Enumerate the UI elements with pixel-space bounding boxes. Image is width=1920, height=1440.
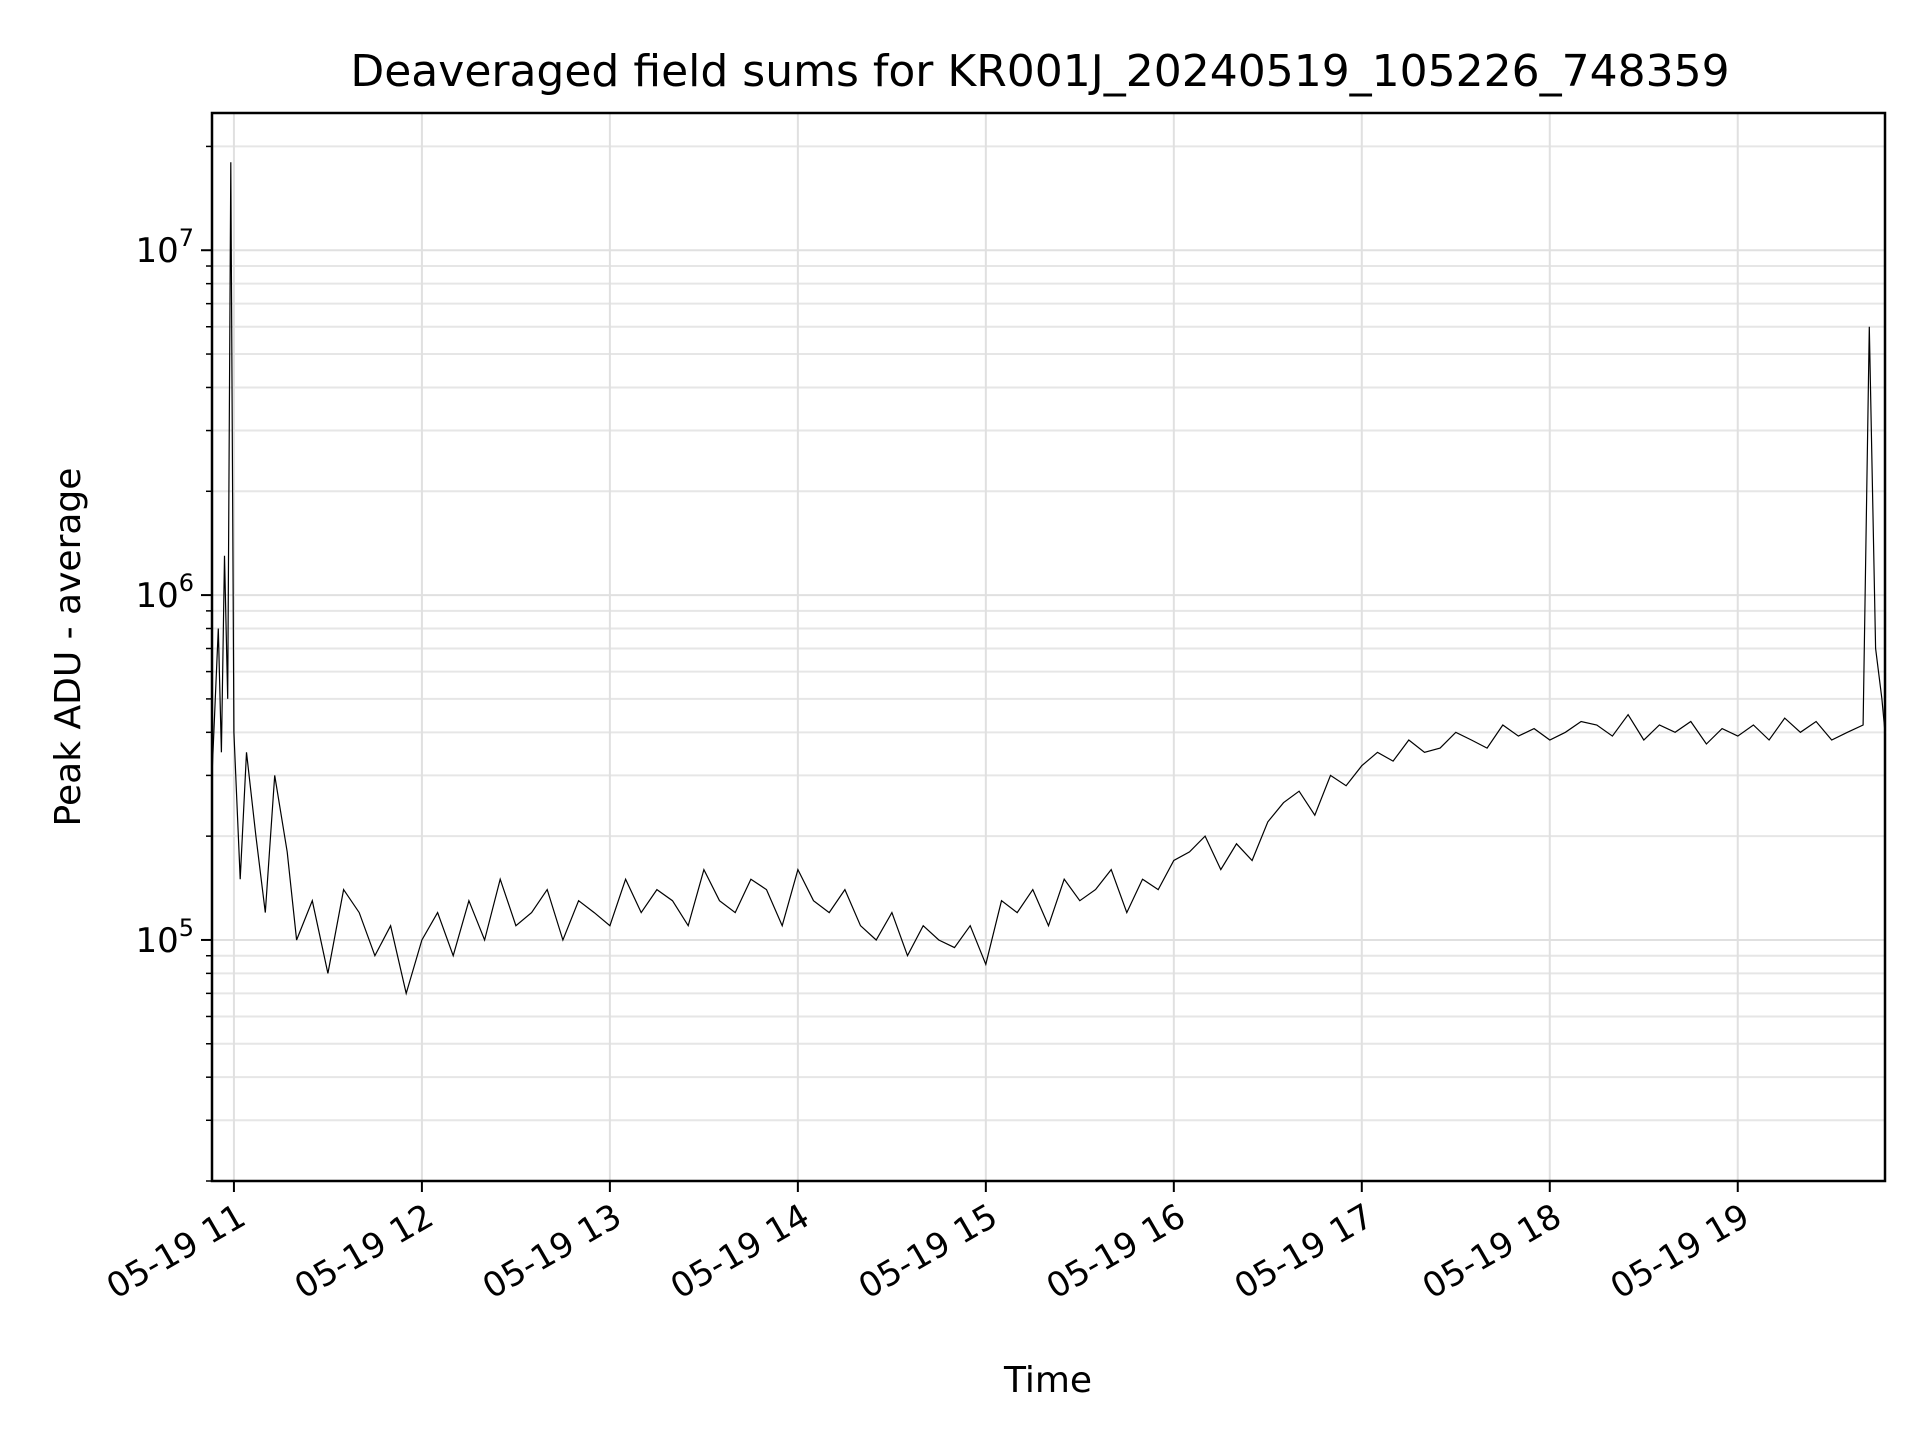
x-tick-label: 05-19 11	[100, 1196, 252, 1307]
chart-title: Deaveraged field sums for KR001J_2024051…	[350, 46, 1729, 97]
x-tick-label: 05-19 12	[288, 1196, 440, 1307]
y-tick-label: 106	[135, 569, 194, 616]
ticks: 105 106 107 05-19 11 05-19 12 05-19 13 05-19 1…	[100, 145, 1756, 1307]
y-tick-label: 107	[135, 224, 194, 271]
y-axis-label: Peak ADU - average	[48, 468, 89, 827]
x-tick-label: 05-19 18	[1416, 1196, 1568, 1307]
x-tick-label: 05-19 17	[1228, 1196, 1380, 1307]
plot-frame	[210, 111, 1887, 1183]
x-tick-label: 05-19 13	[476, 1196, 628, 1307]
x-tick-label: 05-19 16	[1040, 1196, 1192, 1307]
x-tick-label: 05-19 19	[1604, 1196, 1756, 1307]
x-tick-label: 05-19 15	[852, 1196, 1004, 1307]
series-line	[211, 162, 1886, 996]
x-axis-label: Time	[1003, 1360, 1092, 1401]
x-tick-label: 05-19 14	[664, 1196, 816, 1307]
y-tick-label: 105	[135, 914, 194, 961]
grid	[212, 113, 1885, 1182]
